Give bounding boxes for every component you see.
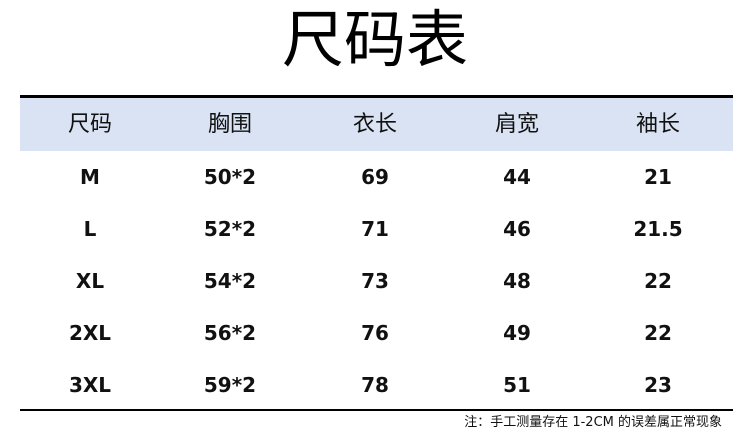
column-header: 衣长 <box>352 112 397 137</box>
bottom-rule <box>20 409 733 411</box>
top-rule <box>20 95 733 98</box>
table-cell: 54*2 <box>203 269 257 293</box>
column-header: 胸围 <box>207 112 252 137</box>
table-cell: 48 <box>503 269 531 293</box>
table-cell: M <box>80 165 100 189</box>
table-cell: 44 <box>503 165 531 189</box>
column-header: 肩宽 <box>494 112 539 137</box>
table-cell: 49 <box>503 321 531 345</box>
table-cell: 56*2 <box>203 321 257 345</box>
table-cell: 21.5 <box>633 217 683 241</box>
table-cell: 22 <box>644 321 672 345</box>
table-cell: 52*2 <box>203 217 257 241</box>
table-cell: 50*2 <box>203 165 257 189</box>
table-row: M 50*2 69 44 21 <box>20 151 733 203</box>
table-row: 3XL 59*2 78 51 23 <box>20 359 733 411</box>
column-header: 尺码 <box>67 112 112 137</box>
table-cell: L <box>83 217 97 241</box>
table-row: XL 54*2 73 48 22 <box>20 255 733 307</box>
table-cell: 3XL <box>68 373 112 397</box>
page-title: 尺码表 <box>281 3 468 76</box>
table-row: L 52*2 71 46 21.5 <box>20 203 733 255</box>
table-cell: 73 <box>361 269 389 293</box>
table-header: 尺码 胸围 衣长 肩宽 袖长 <box>20 98 733 151</box>
table-cell: 23 <box>644 373 672 397</box>
table-cell: 78 <box>361 373 389 397</box>
table-cell: 22 <box>644 269 672 293</box>
column-header: 袖长 <box>635 112 680 137</box>
table-cell: 59*2 <box>203 373 257 397</box>
table-cell: 69 <box>361 165 389 189</box>
table-cell: 46 <box>503 217 531 241</box>
table-cell: XL <box>75 269 105 293</box>
table-cell: 21 <box>644 165 672 189</box>
table-row: 2XL 56*2 76 49 22 <box>20 307 733 359</box>
table-cell: 2XL <box>68 321 112 345</box>
footnote: 注：手工测量存在 1-2CM 的误差属正常现象 <box>464 415 722 430</box>
table-cell: 51 <box>503 373 531 397</box>
table-cell: 71 <box>361 217 389 241</box>
table-cell: 76 <box>361 321 389 345</box>
